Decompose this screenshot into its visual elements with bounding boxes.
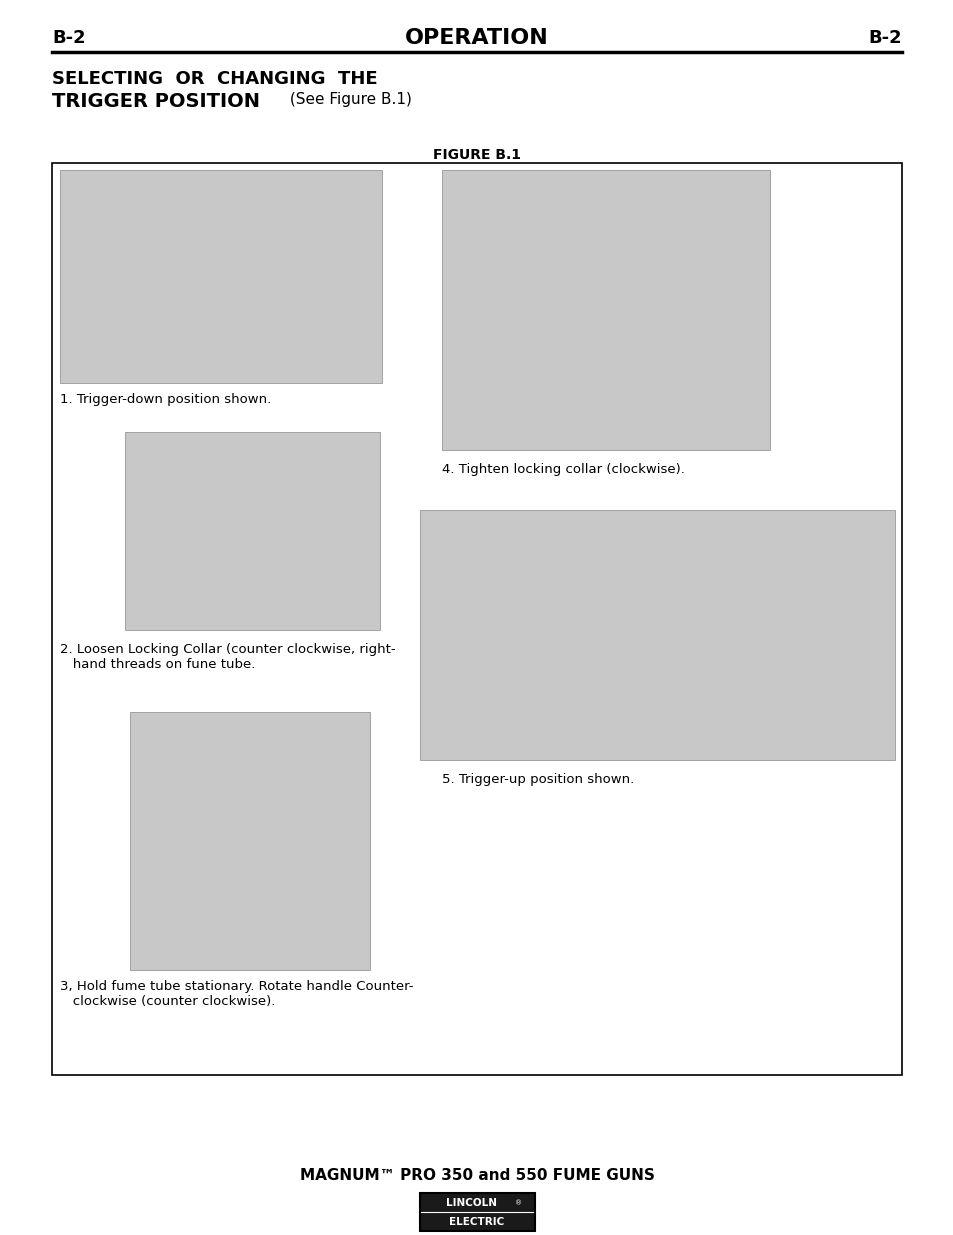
Text: FIGURE B.1: FIGURE B.1 — [433, 148, 520, 162]
Text: clockwise (counter clockwise).: clockwise (counter clockwise). — [60, 995, 275, 1008]
Bar — [52, 163, 901, 1074]
Text: 2. Loosen Locking Collar (counter clockwise, right-: 2. Loosen Locking Collar (counter clockw… — [60, 643, 395, 656]
Bar — [125, 432, 379, 630]
Bar — [60, 170, 381, 383]
Text: B-2: B-2 — [867, 28, 901, 47]
Text: hand threads on fune tube.: hand threads on fune tube. — [60, 658, 255, 671]
Text: TRIGGER POSITION: TRIGGER POSITION — [52, 91, 260, 111]
Text: SELECTING  OR  CHANGING  THE: SELECTING OR CHANGING THE — [52, 70, 377, 88]
Text: LINCOLN: LINCOLN — [446, 1198, 497, 1208]
Text: MAGNUM™ PRO 350 and 550 FUME GUNS: MAGNUM™ PRO 350 and 550 FUME GUNS — [299, 1168, 654, 1183]
Bar — [419, 510, 894, 760]
Text: 3, Hold fume tube stationary. Rotate handle Counter-: 3, Hold fume tube stationary. Rotate han… — [60, 981, 413, 993]
Text: 1. Trigger-down position shown.: 1. Trigger-down position shown. — [60, 393, 271, 406]
Text: OPERATION: OPERATION — [405, 28, 548, 48]
Text: 4. Tighten locking collar (clockwise).: 4. Tighten locking collar (clockwise). — [441, 463, 684, 475]
Text: (See Figure B.1): (See Figure B.1) — [285, 91, 412, 107]
Text: ®: ® — [515, 1200, 522, 1207]
Text: ELECTRIC: ELECTRIC — [449, 1216, 504, 1228]
Bar — [130, 713, 370, 969]
Bar — [441, 170, 769, 450]
Text: 5. Trigger-up position shown.: 5. Trigger-up position shown. — [441, 773, 634, 785]
Text: B-2: B-2 — [52, 28, 86, 47]
Bar — [419, 1193, 535, 1231]
